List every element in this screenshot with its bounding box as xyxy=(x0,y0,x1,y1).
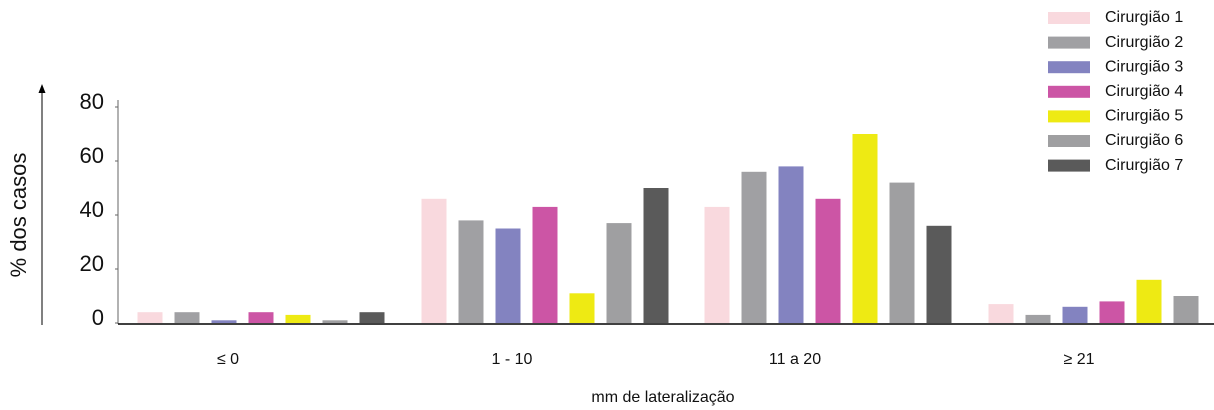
y-tick-label: 20 xyxy=(80,251,104,276)
y-tick-label: 0 xyxy=(92,305,104,330)
x-axis-label: mm de lateralização xyxy=(591,389,734,406)
plot xyxy=(137,134,1199,323)
legend-swatch xyxy=(1048,85,1090,98)
bar xyxy=(926,225,952,323)
legend-swatch xyxy=(1048,135,1090,147)
y-tick-label: 60 xyxy=(80,143,104,168)
legend-label: Cirurgião 4 xyxy=(1105,83,1183,100)
bar xyxy=(778,166,804,323)
x-tick-label: 1 - 10 xyxy=(492,351,533,368)
x-tick-label: ≥ 21 xyxy=(1063,351,1094,368)
legend-swatch xyxy=(1048,12,1090,24)
x-tick-label: 11 a 20 xyxy=(769,351,821,368)
y-axis-label: % dos casos xyxy=(6,153,31,278)
bar xyxy=(569,293,595,323)
legend-label: Cirurgião 5 xyxy=(1105,108,1183,125)
y-arrow-head xyxy=(38,84,46,93)
legend-label: Cirurgião 6 xyxy=(1105,132,1183,149)
bar xyxy=(643,188,669,323)
bar xyxy=(211,320,237,323)
bar xyxy=(815,198,841,323)
bar xyxy=(1173,296,1199,323)
legend-label: Cirurgião 7 xyxy=(1105,157,1183,174)
legend-label: Cirurgião 3 xyxy=(1105,58,1183,75)
x-tick-label: ≤ 0 xyxy=(217,351,239,368)
bar xyxy=(137,312,163,323)
bar xyxy=(1136,279,1162,323)
bar xyxy=(852,134,878,323)
bar xyxy=(704,206,730,323)
y-tick-label: 80 xyxy=(80,89,104,114)
bar xyxy=(1099,301,1125,323)
bar xyxy=(248,312,274,323)
bar xyxy=(359,312,385,323)
legend-swatch xyxy=(1048,61,1090,74)
bar xyxy=(606,223,632,323)
legend-swatch xyxy=(1048,110,1090,123)
bar xyxy=(458,220,484,323)
legend-swatch xyxy=(1048,36,1090,49)
bar xyxy=(322,320,348,323)
bar xyxy=(1025,314,1051,323)
bar xyxy=(741,171,767,323)
bar xyxy=(285,314,311,323)
y-tick-label: 40 xyxy=(80,197,104,222)
bar xyxy=(988,304,1014,323)
bar xyxy=(174,312,200,323)
legend-label: Cirurgião 2 xyxy=(1105,34,1183,51)
legend-label: Cirurgião 1 xyxy=(1105,9,1183,26)
bar xyxy=(495,228,521,323)
bar xyxy=(889,182,915,323)
bar xyxy=(532,206,558,323)
bar xyxy=(1062,306,1088,323)
bar xyxy=(421,198,447,323)
legend-swatch xyxy=(1048,159,1090,172)
